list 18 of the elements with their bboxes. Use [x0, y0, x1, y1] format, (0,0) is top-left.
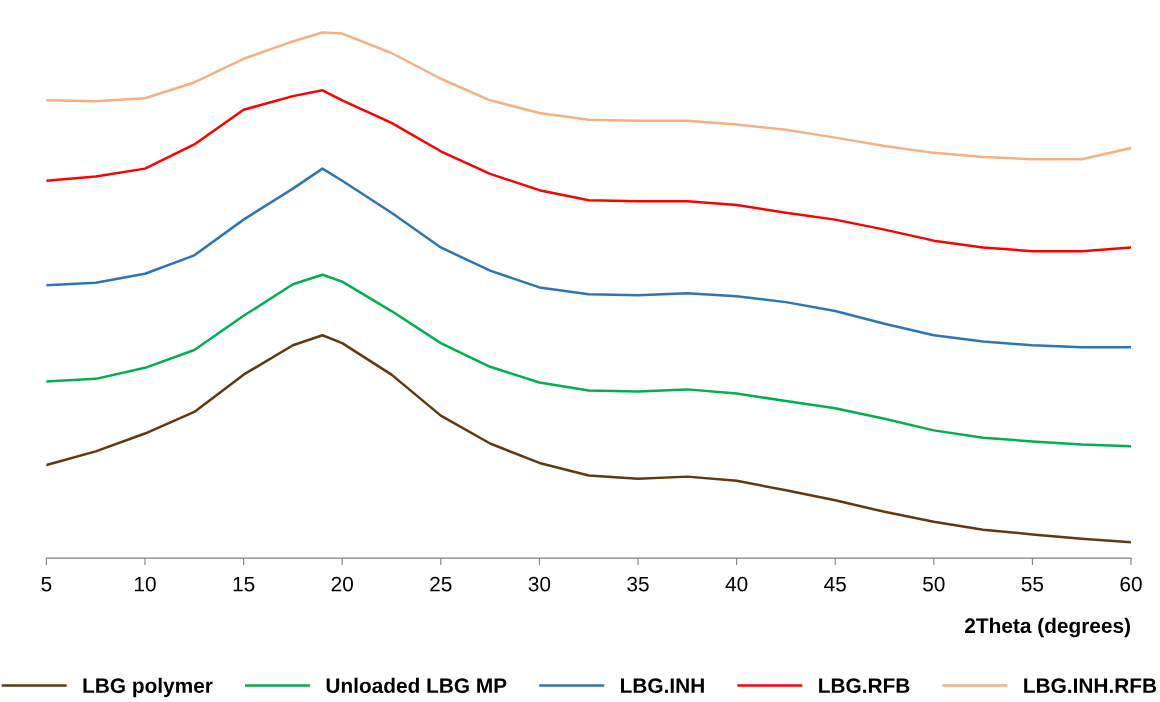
x-tick-label: 5 — [41, 576, 52, 592]
x-tick-label: 55 — [1021, 576, 1044, 592]
x-tick-label: 25 — [430, 576, 452, 592]
x-tick-label: 60 — [1120, 576, 1142, 592]
x-tick-label: 30 — [528, 576, 551, 592]
x-tick-label: 10 — [135, 576, 156, 592]
x-tick-label: 40 — [725, 576, 748, 592]
x-tick-label: 35 — [627, 576, 649, 592]
legend-label: LBG.RFB — [819, 678, 910, 694]
legend-label: LBG.INH — [621, 678, 704, 694]
legend-label: LBG.INH.RFB — [1024, 678, 1157, 694]
x-tick-label: 45 — [824, 576, 846, 592]
legend-label: LBG polymer — [83, 677, 213, 698]
x-tick-label: 50 — [923, 576, 945, 592]
x-tick-label: 15 — [233, 576, 255, 592]
x-tick-label: 20 — [331, 576, 353, 592]
x-axis-title: 2Theta (degrees) — [965, 617, 1130, 638]
legend-label: Unloaded LBG MP — [326, 677, 507, 694]
